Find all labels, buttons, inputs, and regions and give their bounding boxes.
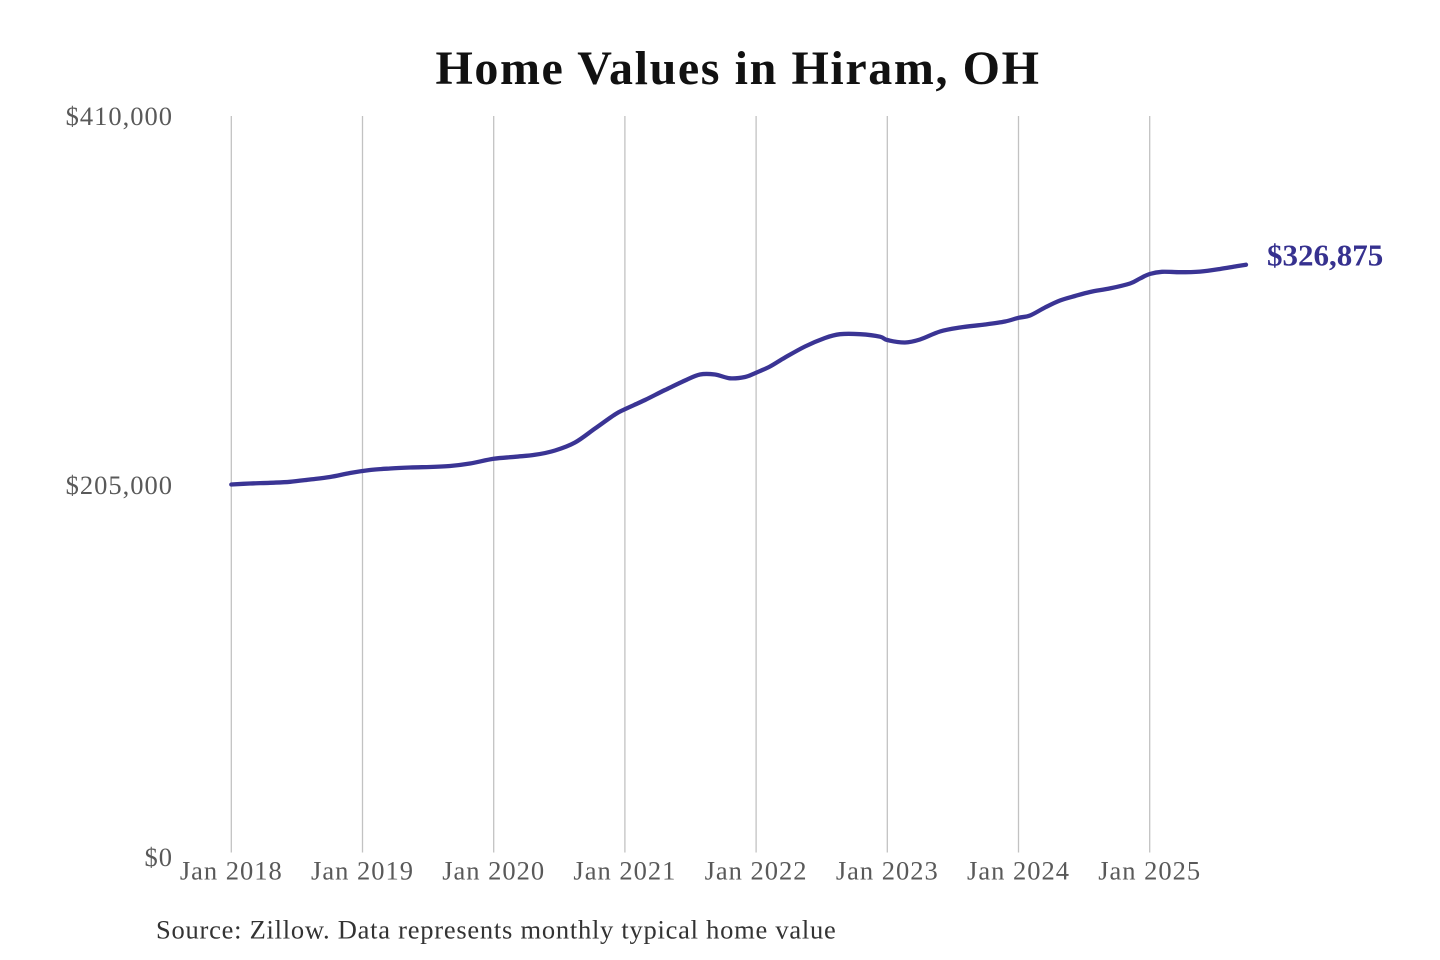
- svg-text:Jan 2019: Jan 2019: [311, 856, 414, 886]
- svg-text:Jan 2023: Jan 2023: [836, 856, 939, 886]
- svg-text:Jan 2020: Jan 2020: [442, 856, 545, 886]
- svg-text:Jan 2018: Jan 2018: [180, 856, 283, 886]
- svg-text:$0: $0: [145, 842, 174, 872]
- svg-text:Home Values in Hiram, OH: Home Values in Hiram, OH: [435, 42, 1040, 95]
- svg-text:Jan 2025: Jan 2025: [1098, 856, 1201, 886]
- svg-text:$205,000: $205,000: [66, 470, 173, 500]
- svg-text:Jan 2021: Jan 2021: [573, 856, 676, 886]
- svg-text:Source: Zillow. Data represent: Source: Zillow. Data represents monthly …: [156, 914, 837, 944]
- svg-text:$326,875: $326,875: [1267, 237, 1383, 272]
- svg-text:Jan 2022: Jan 2022: [705, 856, 808, 886]
- svg-text:Jan 2024: Jan 2024: [967, 856, 1070, 886]
- svg-text:$410,000: $410,000: [66, 101, 173, 131]
